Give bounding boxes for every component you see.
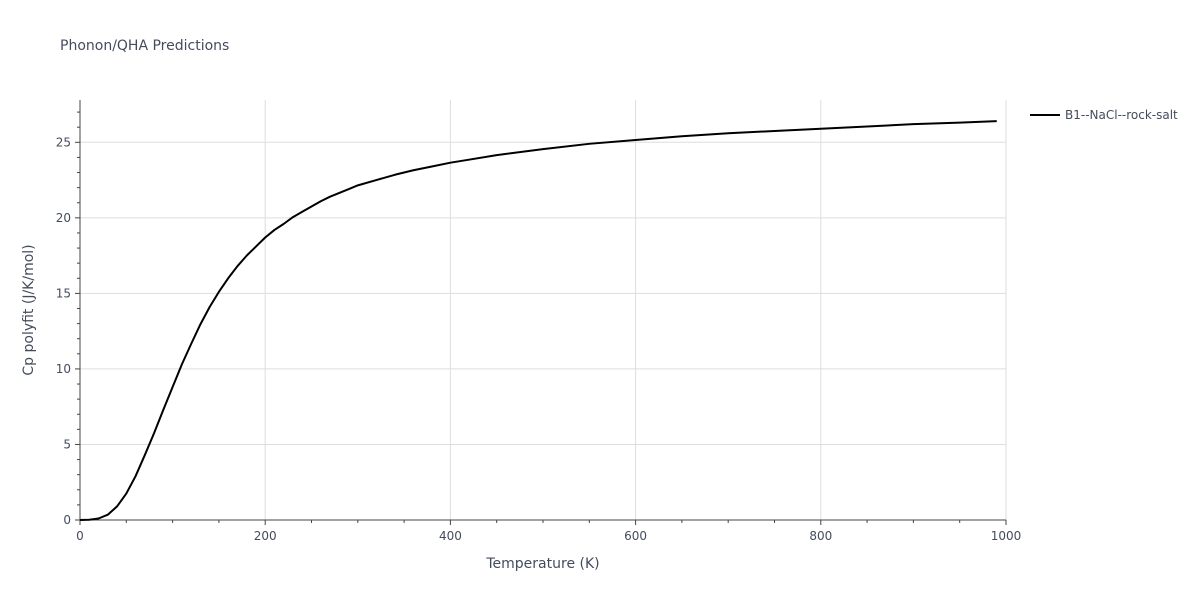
series-layer — [79, 120, 997, 521]
tick-labels: 0 200 400 600 800 1000 0 5 10 15 20 25 — [56, 135, 1022, 543]
x-tick-label: 600 — [624, 529, 647, 543]
axes — [75, 100, 1007, 525]
x-tick-label: 1000 — [991, 529, 1022, 543]
chart-title: Phonon/QHA Predictions — [60, 38, 229, 54]
y-tick-label: 15 — [56, 286, 71, 300]
series-line — [79, 120, 997, 521]
x-tick-label: 0 — [76, 529, 84, 543]
legend[interactable]: B1--NaCl--rock-salt — [1030, 108, 1178, 122]
y-tick-label: 10 — [56, 362, 71, 376]
grid-lines — [80, 100, 1007, 520]
y-tick-label: 20 — [56, 211, 71, 225]
legend-label: B1--NaCl--rock-salt — [1065, 108, 1178, 122]
x-axis-title: Temperature (K) — [485, 556, 599, 572]
y-tick-label: 0 — [63, 513, 71, 527]
y-axis-title: Cp polyfit (J/K/mol) — [21, 244, 37, 375]
x-tick-label: 400 — [439, 529, 462, 543]
y-tick-label: 25 — [56, 135, 71, 149]
x-tick-label: 800 — [809, 529, 832, 543]
x-tick-label: 200 — [254, 529, 277, 543]
y-tick-label: 5 — [63, 437, 71, 451]
